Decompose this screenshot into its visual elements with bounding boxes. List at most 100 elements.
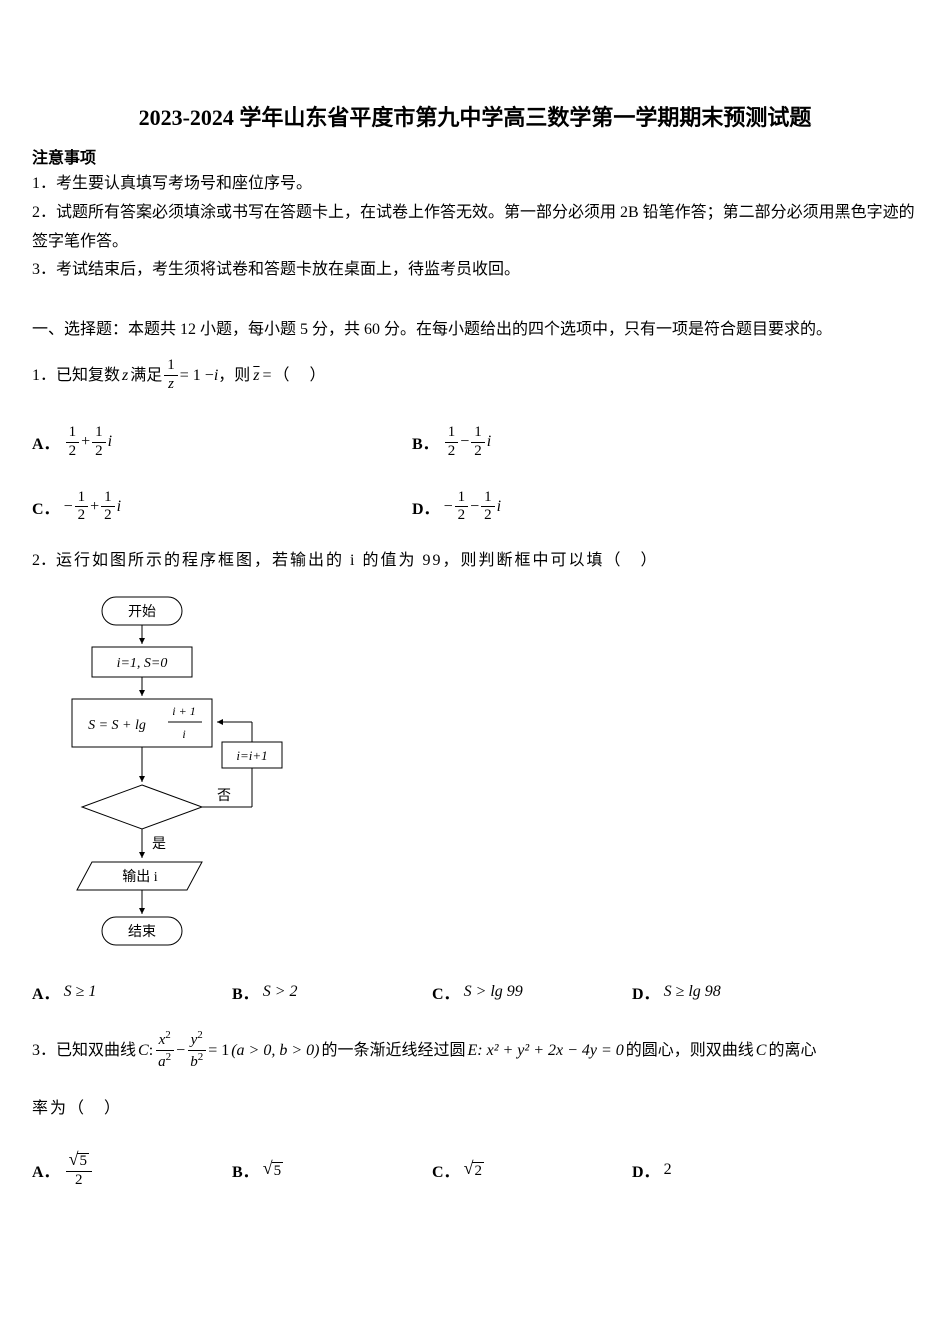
q1-c-frac2: 1 2 bbox=[101, 490, 115, 525]
fc-out: 输出 i bbox=[122, 869, 157, 885]
q3-a: a bbox=[158, 1054, 166, 1070]
fc-start: 开始 bbox=[128, 604, 156, 620]
q2-text: 运行如图所示的程序框图，若输出的 i 的值为 99，则判断框中可以填（ ） bbox=[56, 543, 658, 578]
q1-b-frac2-n: 1 bbox=[471, 425, 485, 443]
q2-label-a: A． bbox=[32, 980, 60, 1004]
q1-c-op: + bbox=[90, 498, 99, 516]
q3-pre: 已知双曲线 bbox=[56, 1033, 136, 1068]
q3-stem: 3． 已知双曲线 C : x2 a2 − y2 b2 = 1 (a > 0, b… bbox=[32, 1030, 918, 1071]
fc-inc: i=i+1 bbox=[236, 748, 267, 763]
fc-init: i=1, S=0 bbox=[117, 656, 168, 671]
q3-c-sqrt: 2 bbox=[464, 1159, 484, 1180]
q2-option-c: C． S > lg 99 bbox=[432, 980, 632, 1004]
fc-no: 否 bbox=[217, 789, 231, 804]
q1-d-frac1: 1 2 bbox=[455, 490, 469, 525]
q3-yb-den: b2 bbox=[187, 1051, 206, 1071]
fc-proc-den: i bbox=[182, 727, 185, 741]
q3-minus: − bbox=[176, 1033, 185, 1068]
q2-number: 2． bbox=[32, 543, 56, 578]
q1-d-frac1-d: 2 bbox=[455, 507, 469, 524]
q2-label-c: C． bbox=[432, 980, 460, 1004]
q3-d-val: 2 bbox=[664, 1161, 672, 1179]
q3-e: E bbox=[467, 1033, 477, 1068]
q2-stem: 2． 运行如图所示的程序框图，若输出的 i 的值为 99，则判断框中可以填（ ） bbox=[32, 540, 918, 580]
q3-label-b: B． bbox=[232, 1158, 259, 1182]
q1-options-row-2: C． − 1 2 + 1 2 i D． − 1 2 − 1 2 bbox=[32, 490, 918, 525]
q3-eq1: = 1 bbox=[208, 1033, 229, 1068]
q3-label-d: D． bbox=[632, 1158, 660, 1182]
q1-d-frac2-d: 2 bbox=[481, 507, 495, 524]
q1-label-a: A． bbox=[32, 430, 60, 454]
q3-option-c: C． 2 bbox=[432, 1158, 632, 1182]
section-1-heading: 一、选择题：本题共 12 小题，每小题 5 分，共 60 分。在每小题给出的四个… bbox=[32, 315, 918, 339]
q3-a-num: 5 bbox=[66, 1151, 92, 1173]
q1-options-row-1: A． 1 2 + 1 2 i B． 1 2 − 1 2 bbox=[32, 425, 918, 460]
fc-yes: 是 bbox=[152, 837, 166, 852]
q1-eq: = 1 − bbox=[180, 358, 214, 393]
q3-post: 的圆心，则双曲线 bbox=[626, 1033, 754, 1068]
q3-label-a: A． bbox=[32, 1158, 60, 1182]
q1-option-a: A． 1 2 + 1 2 i bbox=[32, 425, 412, 460]
q1-b-i: i bbox=[487, 433, 491, 451]
q3-label-c: C． bbox=[432, 1158, 460, 1182]
q1-c-frac1-n: 1 bbox=[75, 490, 89, 508]
q3-a-frac: 5 2 bbox=[66, 1151, 92, 1190]
q3-mid: 的一条渐近线经过圆 bbox=[321, 1033, 465, 1068]
q2-a-text: S ≥ 1 bbox=[64, 983, 97, 1001]
q1-c-i: i bbox=[117, 498, 121, 516]
q3-colon: : bbox=[149, 1033, 153, 1068]
fc-end: 结束 bbox=[128, 924, 156, 940]
q2-flowchart: 开始 i=1, S=0 S = S + lg i + 1 i 否 i=i+1 bbox=[62, 592, 918, 962]
q1-a-frac1-n: 1 bbox=[66, 425, 80, 443]
q2-c-text: S > lg 99 bbox=[464, 983, 523, 1001]
q3-option-b: B． 5 bbox=[232, 1158, 432, 1182]
q2-option-d: D． S ≥ lg 98 bbox=[632, 980, 832, 1004]
q3-c-val: 2 bbox=[472, 1162, 484, 1180]
q1-c-frac2-d: 2 bbox=[101, 507, 115, 524]
q3-option-a: A． 5 2 bbox=[32, 1151, 232, 1190]
q1-d-op: − bbox=[470, 498, 479, 516]
flowchart-svg: 开始 i=1, S=0 S = S + lg i + 1 i 否 i=i+1 bbox=[62, 592, 292, 962]
q3-xa-den: a2 bbox=[155, 1051, 174, 1071]
q1-b-frac1: 1 2 bbox=[445, 425, 459, 460]
q1-a-frac1-d: 2 bbox=[66, 443, 80, 460]
q3-paren: (a > 0, b > 0) bbox=[231, 1033, 319, 1068]
q1-d-sign: − bbox=[444, 498, 453, 516]
q3-circle: : x² + y² + 2x − 4y = 0 bbox=[477, 1033, 624, 1068]
q2-label-b: B． bbox=[232, 980, 259, 1004]
notice-line-2: 2．试题所有答案必须填涂或书写在答题卡上，在试卷上作答无效。第一部分必须用 2B… bbox=[32, 199, 918, 257]
q3-b-sqrt: 5 bbox=[263, 1159, 283, 1180]
q3-a-den: 2 bbox=[72, 1172, 86, 1189]
q1-label-b: B． bbox=[412, 430, 439, 454]
q2-option-a: A． S ≥ 1 bbox=[32, 980, 232, 1004]
q1-option-c: C． − 1 2 + 1 2 i bbox=[32, 490, 412, 525]
q3-frac-yb: y2 b2 bbox=[187, 1030, 206, 1071]
exam-page: 2023-2024 学年山东省平度市第九中学高三数学第一学期期末预测试题 注意事… bbox=[0, 0, 950, 1344]
q2-b-text: S > 2 bbox=[263, 983, 298, 1001]
notice-line-1: 1．考生要认真填写考场号和座位序号。 bbox=[32, 170, 918, 199]
q2-d-text: S ≥ lg 98 bbox=[664, 983, 721, 1001]
q3-c2: C bbox=[756, 1033, 767, 1068]
q1-a-frac2-d: 2 bbox=[92, 443, 106, 460]
q1-label-c: C． bbox=[32, 495, 60, 519]
q3-option-d: D． 2 bbox=[632, 1158, 832, 1182]
q2-options: A． S ≥ 1 B． S > 2 C． S > lg 99 D． S ≥ lg… bbox=[32, 980, 918, 1004]
q1-d-i: i bbox=[497, 498, 501, 516]
q3-rate: 率为（ ） bbox=[32, 1091, 122, 1126]
q3-number: 3． bbox=[32, 1033, 56, 1068]
fc-proc-pre: S = S + lg bbox=[88, 718, 146, 733]
q1-var-z: z bbox=[122, 358, 128, 393]
q3-a-sqrt: 5 bbox=[77, 1153, 89, 1170]
q1-d-frac1-n: 1 bbox=[455, 490, 469, 508]
q1-b-frac1-d: 2 bbox=[445, 443, 459, 460]
q1-d-frac2-n: 1 bbox=[481, 490, 495, 508]
q3-b-val: 5 bbox=[272, 1162, 284, 1180]
q1-frac: 1 z bbox=[164, 358, 178, 393]
q2-option-b: B． S > 2 bbox=[232, 980, 432, 1004]
q1-d-frac2: 1 2 bbox=[481, 490, 495, 525]
q3-tail: 的离心 bbox=[768, 1033, 816, 1068]
q1-c-frac1: 1 2 bbox=[75, 490, 89, 525]
fc-proc-num: i + 1 bbox=[172, 704, 195, 718]
q1-mid: 满足 bbox=[130, 358, 162, 393]
q1-c-frac2-n: 1 bbox=[101, 490, 115, 508]
